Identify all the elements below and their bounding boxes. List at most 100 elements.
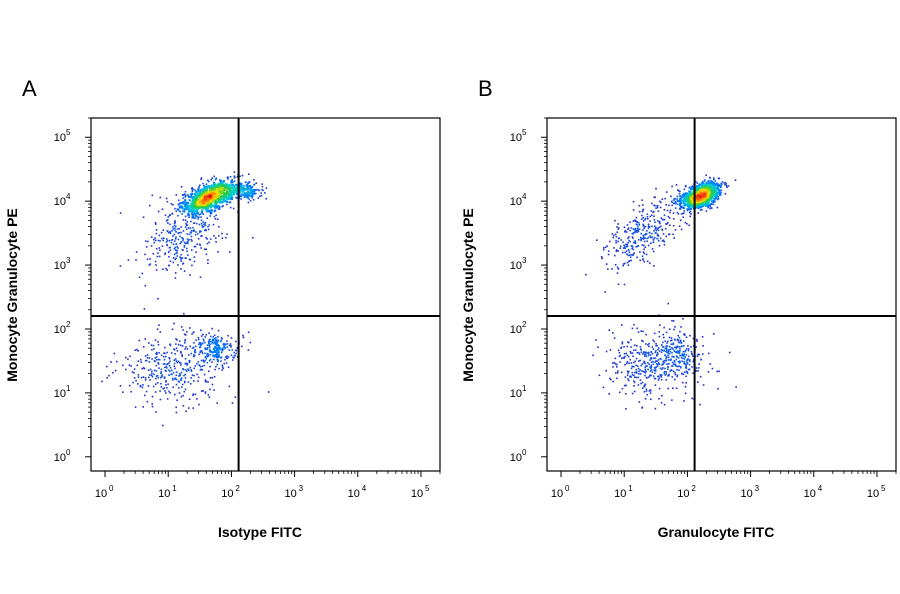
- event-dot: [709, 182, 712, 185]
- event-dot: [184, 219, 187, 221]
- event-dot: [632, 209, 635, 211]
- event-dot: [641, 370, 643, 372]
- event-dot: [633, 241, 635, 244]
- x-ticks-a: 10 0 10 1 10 2 10 3 10 4 10 5: [95, 471, 441, 500]
- event-dot: [229, 184, 232, 187]
- event-dot: [637, 229, 639, 232]
- event-dot: [663, 372, 666, 374]
- y-tick-label: 10: [54, 452, 66, 464]
- event-dot: [231, 178, 233, 181]
- event-dot: [168, 362, 170, 364]
- event-dot: [672, 233, 674, 236]
- event-dot: [622, 264, 624, 267]
- event-dot: [644, 234, 646, 236]
- event-dot: [671, 352, 673, 354]
- event-dot: [191, 212, 194, 215]
- event-dot: [209, 377, 212, 379]
- event-dot: [627, 355, 630, 358]
- event-dot: [617, 240, 619, 243]
- event-dot: [689, 334, 691, 337]
- event-dot: [614, 219, 616, 222]
- event-dot: [679, 365, 682, 368]
- event-dot: [199, 230, 201, 232]
- event-dot: [626, 374, 629, 376]
- event-dot: [179, 235, 181, 238]
- event-dot: [256, 188, 258, 191]
- event-dot: [180, 378, 182, 381]
- event-dot: [675, 184, 678, 186]
- event-dot: [614, 357, 617, 360]
- event-dot: [711, 196, 714, 199]
- event-dot: [175, 343, 177, 345]
- event-dot: [208, 187, 212, 190]
- event-dot: [192, 188, 194, 190]
- event-dot: [220, 351, 223, 354]
- event-dot: [656, 360, 658, 363]
- event-dot: [667, 302, 669, 305]
- event-dot: [658, 377, 661, 380]
- y-tick-label: 10: [54, 132, 66, 144]
- event-dot: [204, 356, 207, 358]
- event-dot: [608, 393, 610, 395]
- event-dot: [180, 352, 182, 354]
- event-dot: [175, 338, 177, 340]
- event-dot: [208, 396, 211, 399]
- event-dot: [169, 367, 172, 369]
- event-dot: [154, 222, 157, 224]
- event-dot: [193, 212, 196, 215]
- event-dot: [221, 347, 224, 350]
- event-dot: [649, 359, 651, 361]
- event-dot: [677, 350, 679, 352]
- event-dot: [204, 196, 207, 199]
- event-dot: [258, 189, 260, 192]
- event-dot: [165, 380, 167, 382]
- event-dot: [713, 198, 716, 201]
- event-dot: [626, 244, 628, 246]
- event-dot: [172, 257, 175, 259]
- event-dot: [648, 351, 650, 354]
- event-dot: [113, 352, 116, 355]
- event-dot: [672, 212, 675, 214]
- event-dot: [696, 338, 698, 341]
- event-dot: [214, 339, 217, 342]
- event-dot: [643, 227, 645, 230]
- event-dot: [196, 363, 198, 365]
- event-dot: [688, 193, 691, 196]
- event-dot: [616, 366, 618, 368]
- event-dot: [681, 354, 684, 356]
- event-dot: [660, 376, 663, 378]
- event-dot: [151, 194, 154, 197]
- event-dot: [154, 260, 157, 263]
- event-dot: [642, 340, 644, 343]
- event-dot: [669, 209, 672, 212]
- event-dot: [201, 209, 204, 212]
- event-dot: [193, 245, 196, 248]
- event-dot: [633, 374, 635, 377]
- event-dot: [198, 213, 200, 216]
- event-dot: [175, 243, 177, 246]
- event-dot: [169, 344, 172, 347]
- event-dot: [679, 330, 681, 333]
- event-dot: [704, 179, 706, 181]
- event-dot: [714, 193, 717, 196]
- event-dot: [677, 346, 679, 348]
- event-dot: [144, 379, 147, 381]
- event-dot: [157, 239, 160, 242]
- event-dot: [676, 339, 679, 342]
- event-dot: [233, 193, 236, 196]
- event-dot: [710, 180, 712, 182]
- event-dot: [657, 359, 660, 361]
- event-dot: [637, 244, 640, 247]
- event-dot: [642, 209, 644, 212]
- event-dot: [635, 357, 638, 360]
- event-dot: [659, 222, 661, 225]
- event-dot: [662, 346, 665, 348]
- event-dot: [200, 222, 203, 225]
- event-dot: [616, 231, 618, 233]
- event-dot: [166, 367, 168, 369]
- event-dot: [164, 252, 167, 254]
- event-dot: [623, 245, 626, 248]
- event-dot: [174, 249, 177, 251]
- event-dot: [642, 353, 644, 355]
- event-dot: [649, 366, 651, 368]
